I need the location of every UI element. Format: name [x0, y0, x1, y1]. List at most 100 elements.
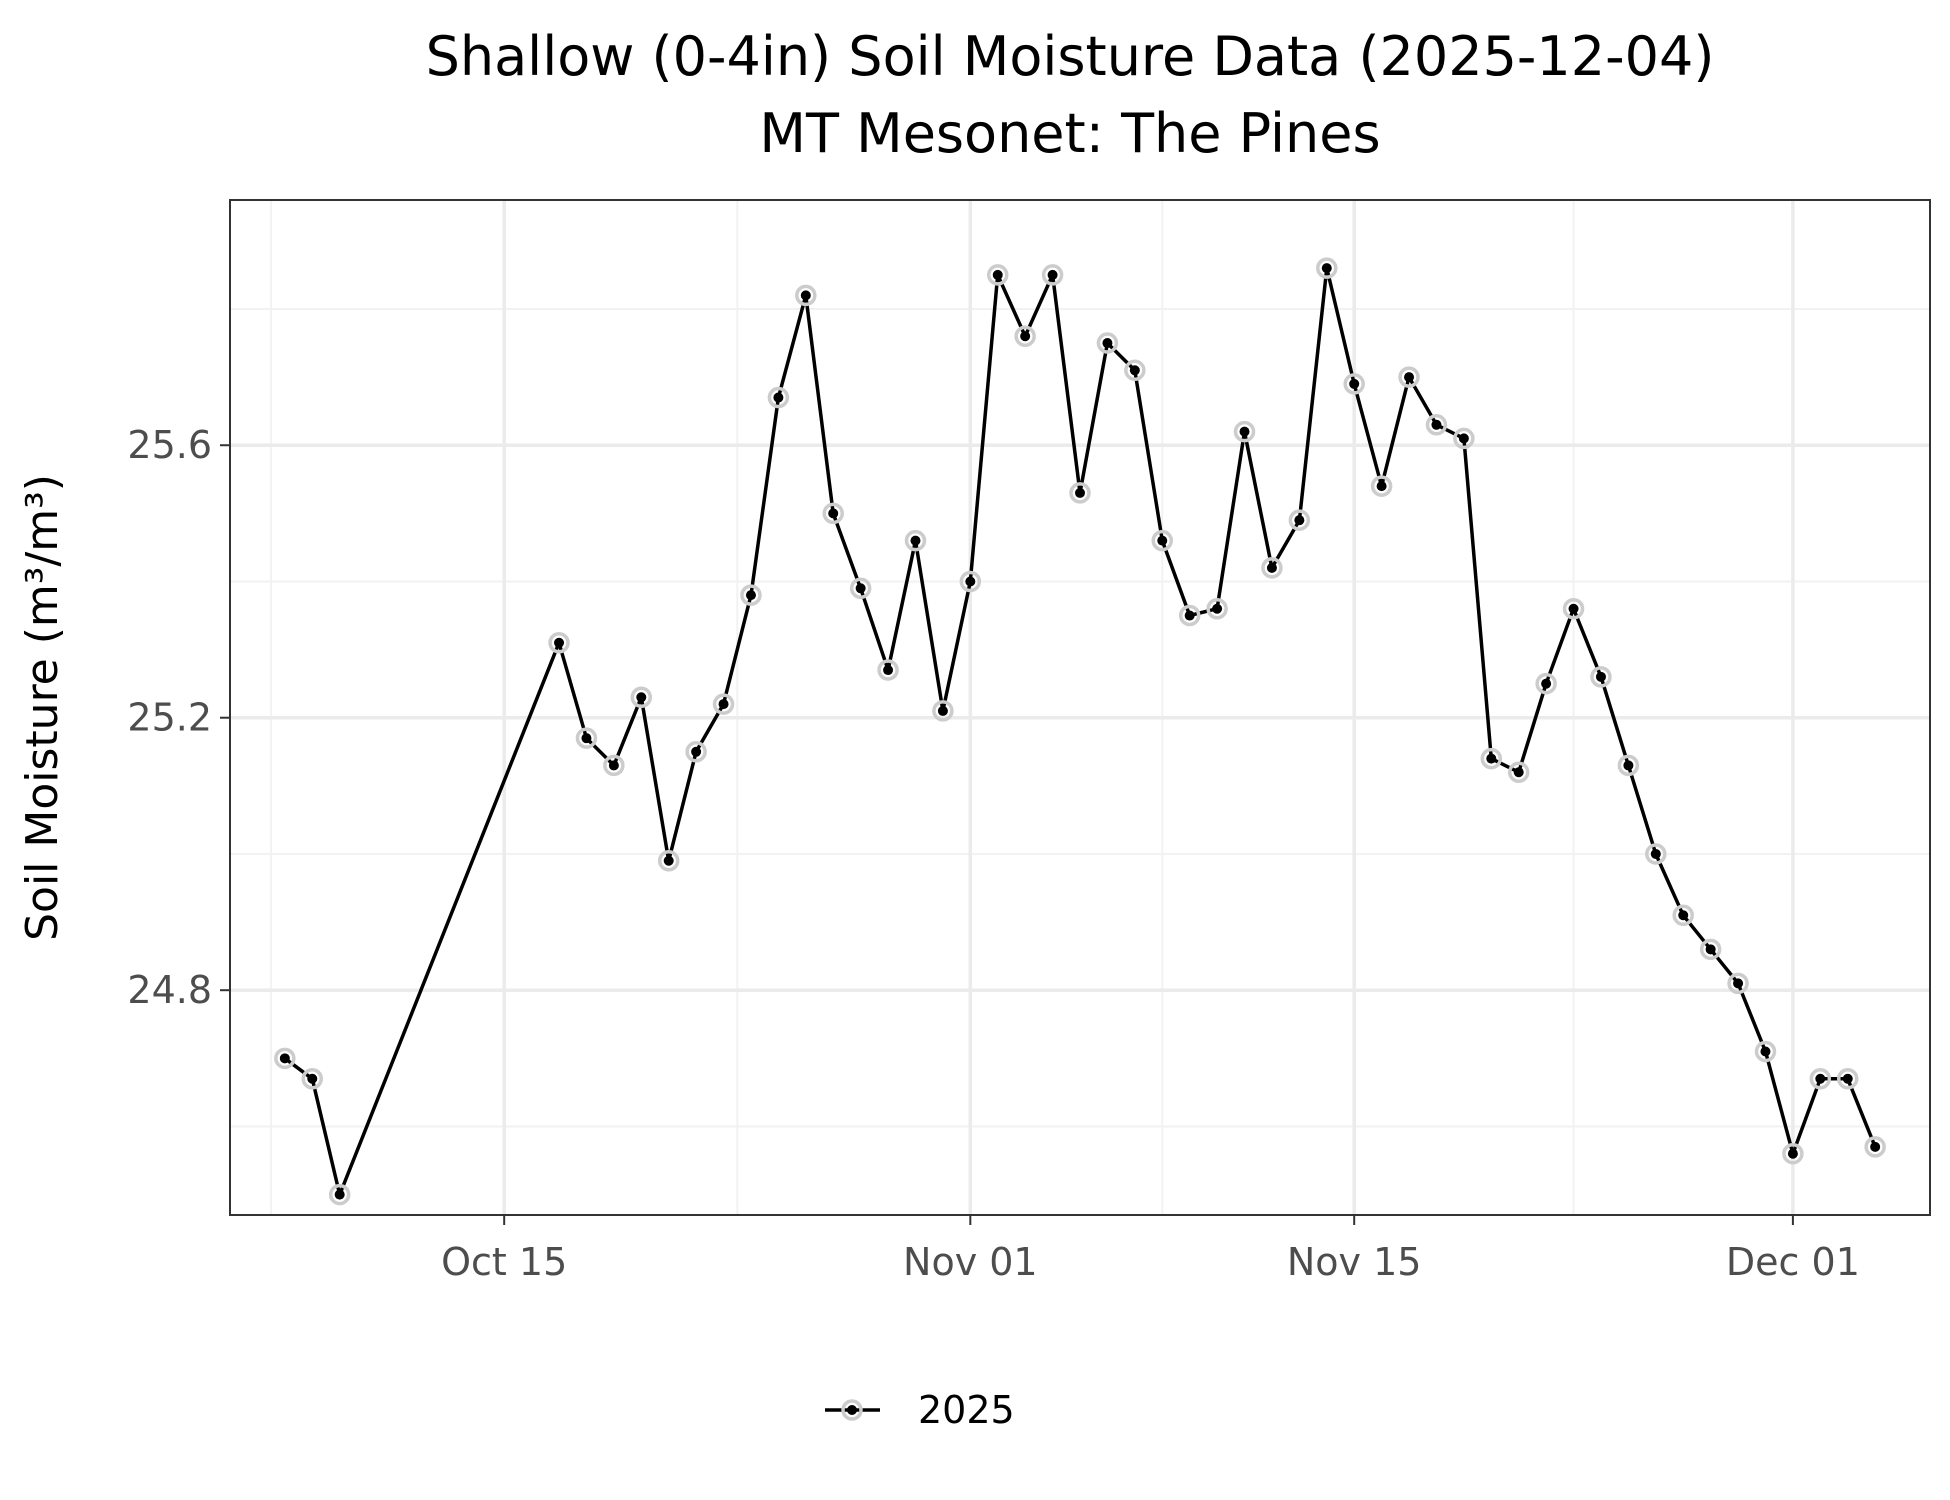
data-point-outline: [685, 741, 707, 763]
y-tick-label: 24.8: [127, 968, 212, 1012]
legend-point-outline: [841, 1399, 863, 1421]
data-point-outline: [1507, 761, 1530, 783]
data-point-marker: [1157, 535, 1168, 546]
data-point-outline: [274, 1047, 296, 1070]
data-point-marker: [1733, 978, 1744, 989]
data-point-outline: [1480, 747, 1503, 770]
data-point-outline: [630, 686, 653, 709]
data-point-outline: [712, 693, 735, 715]
data-point: [1425, 414, 1448, 436]
data-point-marker: [937, 705, 948, 716]
data-point-outline: [1425, 414, 1448, 436]
data-point-marker: [279, 1053, 290, 1064]
data-point-outline: [603, 754, 625, 777]
data-point-marker: [800, 290, 811, 301]
data-point-outline: [1535, 672, 1557, 695]
data-point-marker: [1541, 678, 1552, 689]
data-point-marker: [1513, 767, 1524, 778]
data-point-marker: [334, 1189, 345, 1200]
data-point: [822, 502, 844, 525]
y-axis-title: Soil Moisture (m³/m³): [17, 474, 68, 941]
data-point-marker: [1075, 487, 1085, 498]
data-point-marker: [1129, 365, 1140, 376]
data-point: [767, 386, 790, 409]
data-point-marker: [1294, 515, 1305, 526]
data-point-marker: [718, 699, 729, 710]
data-point: [877, 659, 899, 681]
data-point-outline: [1617, 754, 1640, 777]
x-tick-label: Oct 15: [441, 1240, 567, 1284]
data-point-outline: [740, 584, 762, 606]
series-line-2025: [283, 266, 1877, 1197]
data-point-marker: [910, 535, 921, 546]
data-point: [1096, 332, 1119, 354]
data-point: [1809, 1068, 1832, 1090]
data-point-marker: [1870, 1141, 1881, 1152]
data-point-marker: [1705, 944, 1716, 955]
data-point-outline: [1836, 1068, 1859, 1090]
data-point-outline: [1014, 325, 1036, 347]
data-point: [1836, 1068, 1859, 1090]
data-point: [1041, 264, 1064, 286]
data-point-marker: [1458, 433, 1469, 444]
data-point-outline: [1178, 604, 1201, 627]
data-point: [986, 264, 1009, 286]
data-point: [548, 632, 570, 654]
data-point: [1014, 325, 1036, 347]
data-point: [1699, 938, 1722, 961]
data-point-marker: [1020, 331, 1031, 342]
data-point: [1645, 843, 1667, 865]
data-point: [904, 529, 927, 552]
data-point-outline: [1069, 482, 1091, 504]
data-point-marker: [1404, 372, 1415, 383]
data-point-marker: [1486, 753, 1497, 764]
data-point-marker: [1623, 760, 1634, 771]
data-point: [1453, 427, 1475, 450]
data-point: [849, 577, 872, 600]
data-point-marker: [1239, 426, 1250, 437]
data-point: [1617, 754, 1640, 777]
data-point-outline: [1151, 529, 1174, 552]
data-point-marker: [608, 760, 619, 771]
data-point-marker: [1842, 1073, 1853, 1084]
data-point-marker: [1815, 1073, 1826, 1084]
data-point-outline: [1672, 904, 1694, 927]
data-point-outline: [904, 529, 927, 552]
data-point: [1590, 666, 1612, 688]
data-point-marker: [745, 590, 756, 601]
data-point-outline: [849, 577, 872, 600]
data-point-marker: [1650, 848, 1661, 859]
data-point-outline: [959, 570, 982, 593]
data-point: [274, 1047, 296, 1070]
data-point-outline: [1041, 264, 1064, 286]
data-point: [1343, 373, 1365, 395]
data-point: [1233, 420, 1256, 443]
series-line-layer: [283, 266, 1877, 1197]
data-point: [685, 741, 707, 763]
x-tick-label: Dec 01: [1726, 1240, 1860, 1284]
grid-lines: [230, 200, 1930, 1215]
data-point: [1672, 904, 1694, 927]
data-point-outline: [1398, 366, 1420, 388]
data-point-marker: [663, 855, 674, 866]
data-point-outline: [1864, 1136, 1886, 1158]
data-point: [740, 584, 762, 606]
data-point: [1370, 475, 1393, 497]
y-tick-label: 25.2: [127, 696, 212, 740]
x-tick-label: Nov 01: [903, 1240, 1038, 1284]
data-point: [1124, 359, 1146, 382]
data-point: [301, 1068, 324, 1090]
data-point-marker: [855, 583, 866, 594]
data-point-marker: [1787, 1148, 1798, 1159]
data-point-marker: [1047, 269, 1058, 280]
data-point-outline: [301, 1068, 324, 1090]
data-point-outline: [1316, 257, 1338, 279]
data-point: [1398, 366, 1420, 388]
data-point: [1288, 509, 1311, 531]
legend: 2025: [825, 1388, 1015, 1432]
data-point-marker: [1266, 562, 1277, 573]
data-point-outline: [822, 502, 844, 525]
data-point: [1864, 1136, 1886, 1158]
axes: Oct 15 Nov 01 Nov 15 Dec 01 24.8 25.2 25.6: [127, 423, 1859, 1284]
data-point: [1507, 761, 1530, 783]
